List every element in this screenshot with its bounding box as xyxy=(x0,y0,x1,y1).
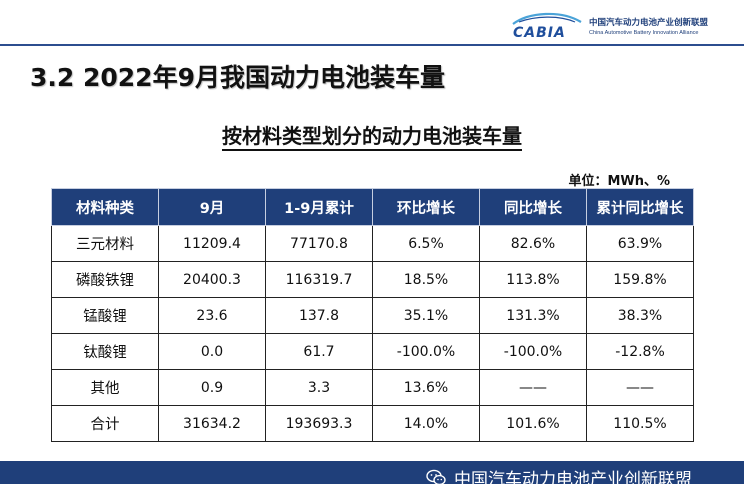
table-cell: 61.7 xyxy=(265,333,373,370)
header-cell: 材料种类 xyxy=(51,188,159,226)
table-cell: 31634.2 xyxy=(158,405,266,442)
footer-text: 中国汽车动力电池产业创新联盟 xyxy=(454,470,692,484)
table-cell: 193693.3 xyxy=(265,405,373,442)
table-cell: 20400.3 xyxy=(158,261,266,298)
table-cell: 77170.8 xyxy=(265,225,373,262)
row-label: 其他 xyxy=(51,369,159,406)
table-cell: 110.5% xyxy=(586,405,694,442)
table-cell: 131.3% xyxy=(479,297,587,334)
header-cell: 累计同比增长 xyxy=(586,188,694,226)
table-cell: 82.6% xyxy=(479,225,587,262)
table-cell: 23.6 xyxy=(158,297,266,334)
row-label: 三元材料 xyxy=(51,225,159,262)
table-cell: 18.5% xyxy=(372,261,480,298)
logo-name-cn: 中国汽车动力电池产业创新联盟 xyxy=(589,17,709,28)
table-cell: —— xyxy=(479,369,587,406)
logo-names: 中国汽车动力电池产业创新联盟 China Automotive Battery … xyxy=(589,18,708,37)
header-cell: 9月 xyxy=(158,188,266,226)
header-cell: 同比增长 xyxy=(479,188,587,226)
table-cell: 113.8% xyxy=(479,261,587,298)
header-cell: 1-9月累计 xyxy=(265,188,373,226)
table-cell: 13.6% xyxy=(372,369,480,406)
unit-note: 单位：MWh、% xyxy=(568,174,670,189)
table-cell: 0.9 xyxy=(158,369,266,406)
table-row: 锰酸锂 23.6 137.8 35.1% 131.3% 38.3% xyxy=(51,297,694,334)
table-title: 按材料类型划分的动力电池装车量 xyxy=(222,124,522,151)
logo-swoosh-icon xyxy=(512,12,582,25)
table-header-row: 材料种类 9月 1-9月累计 环比增长 同比增长 累计同比增长 xyxy=(51,188,694,226)
table-cell: 38.3% xyxy=(586,297,694,334)
table-row-total: 合计 31634.2 193693.3 14.0% 101.6% 110.5% xyxy=(51,405,694,442)
row-label: 锰酸锂 xyxy=(51,297,159,334)
table-cell: 116319.7 xyxy=(265,261,373,298)
table-cell: -100.0% xyxy=(479,333,587,370)
table-cell: -12.8% xyxy=(586,333,694,370)
row-label: 钛酸锂 xyxy=(51,333,159,370)
section-title: 3.2 2022年9月我国动力电池装车量 xyxy=(30,63,445,92)
cabia-logo: CABIA 中国汽车动力电池产业创新联盟 China Automotive Ba… xyxy=(509,12,739,42)
table-title-wrap: 按材料类型划分的动力电池装车量 xyxy=(0,124,744,151)
table-cell: 14.0% xyxy=(372,405,480,442)
table-cell: 159.8% xyxy=(586,261,694,298)
table-cell: 101.6% xyxy=(479,405,587,442)
battery-material-table: 材料种类 9月 1-9月累计 环比增长 同比增长 累计同比增长 三元材料 112… xyxy=(51,188,694,442)
wechat-icon xyxy=(426,469,446,484)
table-cell: -100.0% xyxy=(372,333,480,370)
table-cell: 6.5% xyxy=(372,225,480,262)
row-label: 合计 xyxy=(51,405,159,442)
logo-name-en: China Automotive Battery Innovation Alli… xyxy=(589,29,699,36)
table-cell: 137.8 xyxy=(265,297,373,334)
table-cell: 63.9% xyxy=(586,225,694,262)
header-divider xyxy=(0,44,744,46)
header-cell: 环比增长 xyxy=(372,188,480,226)
table-cell: 0.0 xyxy=(158,333,266,370)
table-cell: 35.1% xyxy=(372,297,480,334)
table-cell: 11209.4 xyxy=(158,225,266,262)
logo-mark: CABIA xyxy=(509,12,585,42)
table-row: 磷酸铁锂 20400.3 116319.7 18.5% 113.8% 159.8… xyxy=(51,261,694,298)
footer-brand: 中国汽车动力电池产业创新联盟 xyxy=(426,465,692,484)
logo-mark-text: CABIA xyxy=(513,25,566,41)
table-row: 钛酸锂 0.0 61.7 -100.0% -100.0% -12.8% xyxy=(51,333,694,370)
footer-bar: 中国汽车动力电池产业创新联盟 xyxy=(0,461,744,484)
table-row: 其他 0.9 3.3 13.6% —— —— xyxy=(51,369,694,406)
table-cell: —— xyxy=(586,369,694,406)
table-row: 三元材料 11209.4 77170.8 6.5% 82.6% 63.9% xyxy=(51,225,694,262)
table-cell: 3.3 xyxy=(265,369,373,406)
row-label: 磷酸铁锂 xyxy=(51,261,159,298)
